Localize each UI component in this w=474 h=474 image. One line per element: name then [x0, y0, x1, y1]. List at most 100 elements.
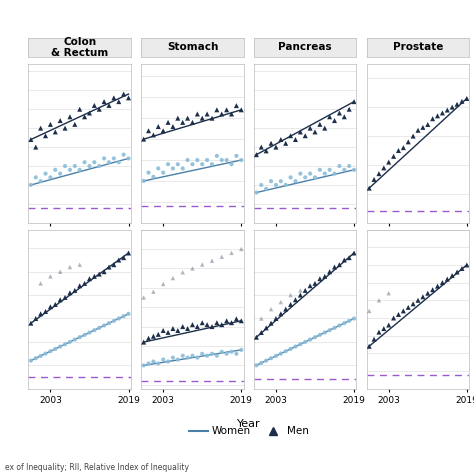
Point: [120, 312, 128, 320]
Point: [404, 303, 412, 311]
Point: [272, 352, 280, 360]
Point: [444, 106, 451, 114]
Point: [301, 173, 309, 181]
Point: [228, 160, 235, 168]
Point: [375, 328, 383, 336]
Point: [419, 124, 427, 131]
Text: Pancreas: Pancreas: [278, 43, 332, 53]
Point: [66, 166, 74, 173]
Point: [193, 110, 201, 118]
Point: [350, 166, 358, 173]
Point: [189, 160, 196, 168]
Point: [350, 98, 358, 105]
Point: [311, 173, 319, 181]
Point: [174, 327, 182, 334]
Point: [297, 170, 304, 177]
Point: [105, 319, 113, 327]
Point: [42, 350, 49, 357]
Point: [228, 348, 235, 356]
Point: [159, 169, 167, 176]
Point: [169, 123, 177, 130]
Point: [81, 280, 88, 287]
Point: [145, 335, 152, 342]
Point: [140, 338, 147, 346]
Point: [115, 158, 123, 166]
Point: [56, 343, 64, 350]
Point: [95, 105, 103, 113]
Point: [105, 263, 113, 271]
Point: [42, 170, 49, 177]
Point: [263, 357, 270, 365]
Point: [110, 261, 118, 268]
Point: [311, 280, 319, 287]
Point: [301, 132, 309, 139]
Point: [237, 317, 245, 325]
Point: [350, 249, 358, 257]
Point: [253, 333, 260, 341]
Point: [272, 181, 280, 189]
Point: [311, 128, 319, 136]
Point: [321, 124, 328, 132]
Point: [267, 319, 275, 327]
Point: [105, 158, 113, 166]
Point: [257, 359, 265, 367]
Point: [150, 173, 157, 181]
Point: [71, 336, 79, 343]
Point: [400, 144, 407, 151]
Point: [233, 315, 240, 323]
Point: [174, 356, 182, 364]
Point: [282, 305, 290, 313]
Point: [81, 113, 88, 120]
Point: [52, 301, 59, 308]
Point: [458, 98, 466, 105]
Point: [37, 352, 45, 360]
Point: [76, 261, 83, 268]
Point: [336, 162, 343, 170]
Point: [164, 358, 172, 365]
Point: [223, 156, 230, 164]
Text: ex of Inequality; RII, Relative Index of Inequality: ex of Inequality; RII, Relative Index of…: [5, 463, 189, 472]
Point: [311, 333, 319, 341]
Point: [100, 98, 108, 105]
Point: [179, 268, 186, 276]
Point: [218, 156, 226, 164]
Point: [463, 95, 471, 102]
Point: [169, 164, 177, 172]
Point: [76, 282, 83, 290]
Point: [228, 319, 235, 327]
Point: [257, 329, 265, 337]
Point: [150, 131, 157, 139]
Point: [287, 345, 294, 353]
Point: [203, 156, 211, 164]
Point: [100, 268, 108, 275]
Point: [448, 103, 456, 111]
Point: [193, 156, 201, 164]
Point: [380, 325, 388, 332]
Point: [316, 331, 324, 338]
Point: [81, 331, 88, 338]
Point: [199, 114, 206, 122]
Point: [346, 254, 353, 262]
Point: [237, 245, 245, 253]
Point: [203, 352, 211, 359]
Point: [120, 254, 128, 262]
Point: [228, 249, 235, 256]
Point: [375, 170, 383, 177]
Point: [424, 121, 431, 128]
Point: [390, 314, 397, 322]
Point: [321, 329, 328, 337]
Point: [110, 155, 118, 162]
Point: [150, 358, 157, 365]
Point: [140, 294, 147, 301]
Point: [350, 315, 358, 322]
Point: [56, 268, 64, 275]
Point: [326, 268, 333, 275]
Point: [32, 315, 39, 322]
Point: [282, 347, 290, 355]
Point: [199, 160, 206, 168]
Point: [46, 173, 54, 181]
Point: [306, 124, 314, 132]
Point: [237, 346, 245, 354]
Point: [159, 127, 167, 135]
Point: [61, 340, 69, 348]
